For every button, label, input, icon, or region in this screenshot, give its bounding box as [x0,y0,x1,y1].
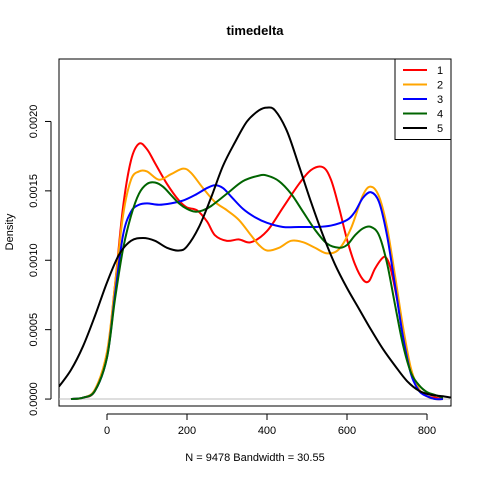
series-line-5 [59,106,451,399]
x-axis: 0 200 400 600 800 [104,413,436,437]
y-axis-label: Density [4,213,16,250]
y-axis: 0.0000 0.0005 0.0010 0.0015 0.0020 [28,105,52,416]
y-tick-label: 0.0015 [28,174,40,208]
legend-label: 2 [437,80,443,92]
series-line-2 [70,167,444,401]
x-axis-label: N = 9478 Bandwidth = 30.55 [185,452,324,464]
legend-label: 4 [437,109,443,121]
x-tick-label: 200 [178,425,196,437]
series-line-3 [70,184,444,401]
x-tick-label: 400 [258,425,276,437]
x-tick-label: 800 [418,425,436,437]
y-tick-label: 0.0005 [28,313,40,347]
legend-label: 3 [437,94,443,106]
legend-label: 1 [437,65,443,77]
chart-title: timedelta [226,23,284,38]
x-tick-label: 0 [104,425,110,437]
x-tick-label: 600 [338,425,356,437]
plot-frame [58,58,452,407]
y-tick-label: 0.0010 [28,243,40,277]
y-tick-label: 0.0000 [28,382,40,416]
legend-label: 5 [437,123,443,135]
y-tick-label: 0.0020 [28,105,40,139]
series-layer [59,106,451,401]
legend: 1 2 3 4 5 [394,58,452,140]
series-line-1 [70,142,444,401]
series-line-4 [70,173,444,401]
